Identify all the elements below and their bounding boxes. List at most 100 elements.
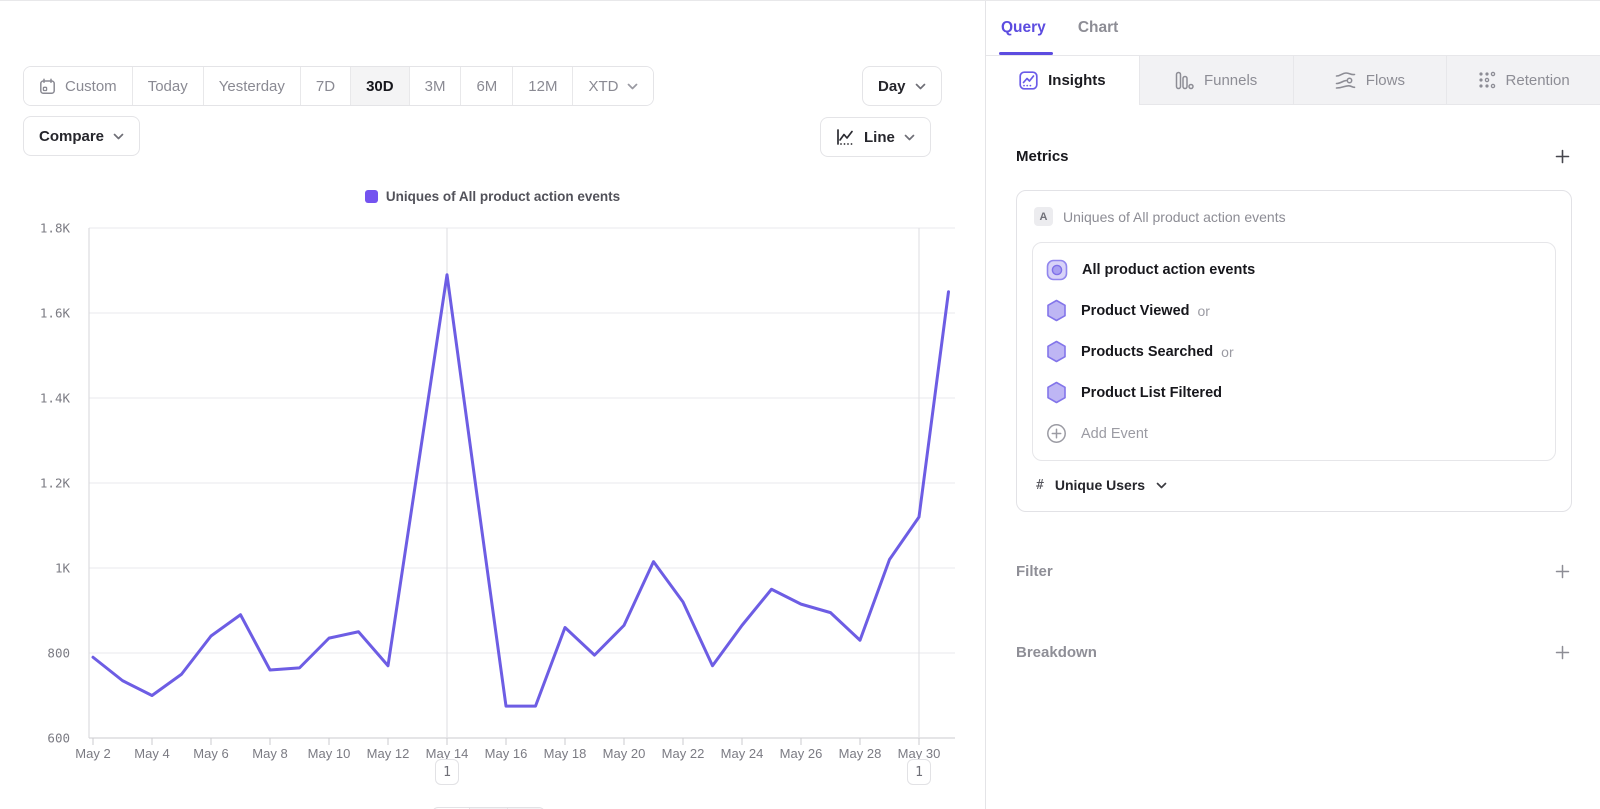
date-range-label: 12M: [528, 77, 558, 95]
svg-text:1.2K: 1.2K: [40, 476, 71, 491]
date-range-label: 30D: [366, 77, 394, 95]
event-operator: or: [1221, 343, 1234, 360]
date-range-label: Today: [147, 77, 188, 95]
event-label: Products Searched: [1081, 343, 1214, 360]
active-tab-underline: [999, 51, 1053, 55]
measurement-label: Unique Users: [1054, 477, 1146, 493]
add-metric-button[interactable]: [1553, 147, 1572, 166]
legend-label: Uniques of All product action events: [385, 189, 621, 204]
svg-text:May 18: May 18: [544, 746, 587, 761]
add-breakdown-button[interactable]: [1553, 643, 1572, 662]
funnels-icon: [1175, 71, 1194, 90]
chevron-down-icon: [113, 133, 124, 140]
tab-chart[interactable]: Chart: [1077, 19, 1119, 36]
chevron-down-icon: [627, 83, 638, 90]
svg-text:1K: 1K: [55, 561, 71, 576]
svg-text:May 6: May 6: [193, 746, 228, 761]
metric-card: A Uniques of All product action events A…: [1016, 190, 1572, 512]
date-range-label: Custom: [65, 77, 117, 95]
svg-text:1.6K: 1.6K: [40, 306, 71, 321]
date-range-30d[interactable]: 30D: [351, 67, 410, 105]
svg-text:600: 600: [47, 731, 70, 746]
report-type-tabs: Insights Funnels Flows Retention: [986, 55, 1600, 105]
svg-text:May 20: May 20: [603, 746, 646, 761]
date-range-today[interactable]: Today: [132, 67, 204, 105]
breakdown-title: Breakdown: [1016, 644, 1097, 661]
granularity-button[interactable]: Day: [862, 66, 942, 106]
report-tab-flows[interactable]: Flows: [1292, 56, 1447, 105]
panel-header: Query Chart: [986, 1, 1600, 55]
date-range-3m[interactable]: 3M: [409, 67, 462, 105]
calendar-icon: [39, 77, 56, 95]
date-range-label: Yesterday: [218, 77, 285, 95]
date-range-12m[interactable]: 12M: [513, 67, 574, 105]
tab-query[interactable]: Query: [1001, 19, 1046, 36]
metric-group-row[interactable]: A Uniques of All product action events: [1032, 205, 1556, 230]
svg-text:May 30: May 30: [898, 746, 941, 761]
date-range-custom[interactable]: Custom: [24, 67, 133, 105]
flows-icon: [1335, 71, 1356, 90]
metric-group-title: Uniques of All product action events: [1063, 208, 1286, 225]
date-range-label: XTD: [588, 77, 619, 95]
legend-swatch: [364, 190, 378, 203]
svg-text:May 2: May 2: [75, 746, 110, 761]
svg-text:May 4: May 4: [134, 746, 169, 761]
measurement-selector[interactable]: # Unique Users: [1032, 475, 1556, 495]
event-row[interactable]: Product Viewed or: [1046, 290, 1542, 331]
hash-icon: #: [1036, 477, 1044, 493]
hexagon-event-icon: [1046, 381, 1067, 404]
chart-type-label: Line: [864, 128, 895, 146]
event-label: Product List Filtered: [1081, 384, 1222, 401]
svg-text:May 8: May 8: [252, 746, 287, 761]
chart-type-button[interactable]: Line: [820, 117, 931, 157]
event-label: Add Event: [1081, 425, 1148, 442]
chart-region: 600 800 1K 1.2K 1.4K 1.6K 1.8K May 2 May 4 May 6 M…: [0, 1, 985, 809]
hexagon-event-icon: [1046, 340, 1067, 363]
metric-badge: A: [1034, 207, 1053, 226]
event-row[interactable]: All product action events: [1046, 249, 1542, 290]
date-range-6m[interactable]: 6M: [461, 67, 514, 105]
event-row[interactable]: Products Searched or: [1046, 331, 1542, 372]
report-tab-insights[interactable]: Insights: [986, 56, 1139, 105]
svg-text:May 12: May 12: [367, 746, 410, 761]
svg-text:1.4K: 1.4K: [40, 391, 71, 406]
add-filter-button[interactable]: [1553, 562, 1572, 581]
svg-text:May 28: May 28: [839, 746, 882, 761]
annotation-marker[interactable]: 1: [907, 759, 931, 785]
event-list: All product action events Product Viewed o…: [1032, 242, 1556, 461]
svg-text:May 10: May 10: [308, 746, 351, 761]
plus-circle-icon: [1046, 423, 1067, 444]
retention-icon: [1478, 71, 1496, 89]
event-row[interactable]: Product List Filtered: [1046, 372, 1542, 413]
chevron-down-icon: [915, 83, 926, 90]
hexagon-event-icon: [1046, 299, 1067, 322]
query-panel: Query Chart Insights Funnels Flows Retentio…: [985, 1, 1600, 809]
event-operator: or: [1197, 302, 1210, 319]
compare-label: Compare: [39, 127, 105, 145]
svg-text:May 26: May 26: [780, 746, 823, 761]
report-tab-funnels[interactable]: Funnels: [1138, 56, 1293, 105]
line-chart-icon: [836, 128, 855, 146]
event-label: Product Viewed: [1081, 302, 1190, 319]
compare-button[interactable]: Compare: [23, 116, 141, 156]
date-range-yesterday[interactable]: Yesterday: [203, 67, 301, 105]
svg-text:May 16: May 16: [485, 746, 528, 761]
svg-text:May 14: May 14: [426, 746, 469, 761]
granularity-label: Day: [878, 77, 906, 95]
add-event-button[interactable]: Add Event: [1046, 413, 1542, 454]
insights-icon: [1019, 70, 1038, 90]
svg-text:1.8K: 1.8K: [40, 221, 71, 236]
date-range-label: 3M: [424, 77, 446, 95]
svg-text:May 24: May 24: [721, 746, 764, 761]
annotation-marker[interactable]: 1: [435, 759, 459, 785]
all-events-icon: [1046, 259, 1068, 281]
report-tab-label: Insights: [1048, 71, 1106, 89]
date-range-7d[interactable]: 7D: [300, 67, 352, 105]
date-range-label: 6M: [476, 77, 498, 95]
report-tab-label: Funnels: [1203, 71, 1258, 89]
chevron-down-icon: [1156, 482, 1167, 489]
date-range-xtd[interactable]: XTD: [573, 67, 654, 105]
chart-legend[interactable]: Uniques of All product action events: [0, 189, 985, 204]
event-label: All product action events: [1082, 261, 1256, 278]
report-tab-retention[interactable]: Retention: [1446, 56, 1600, 105]
